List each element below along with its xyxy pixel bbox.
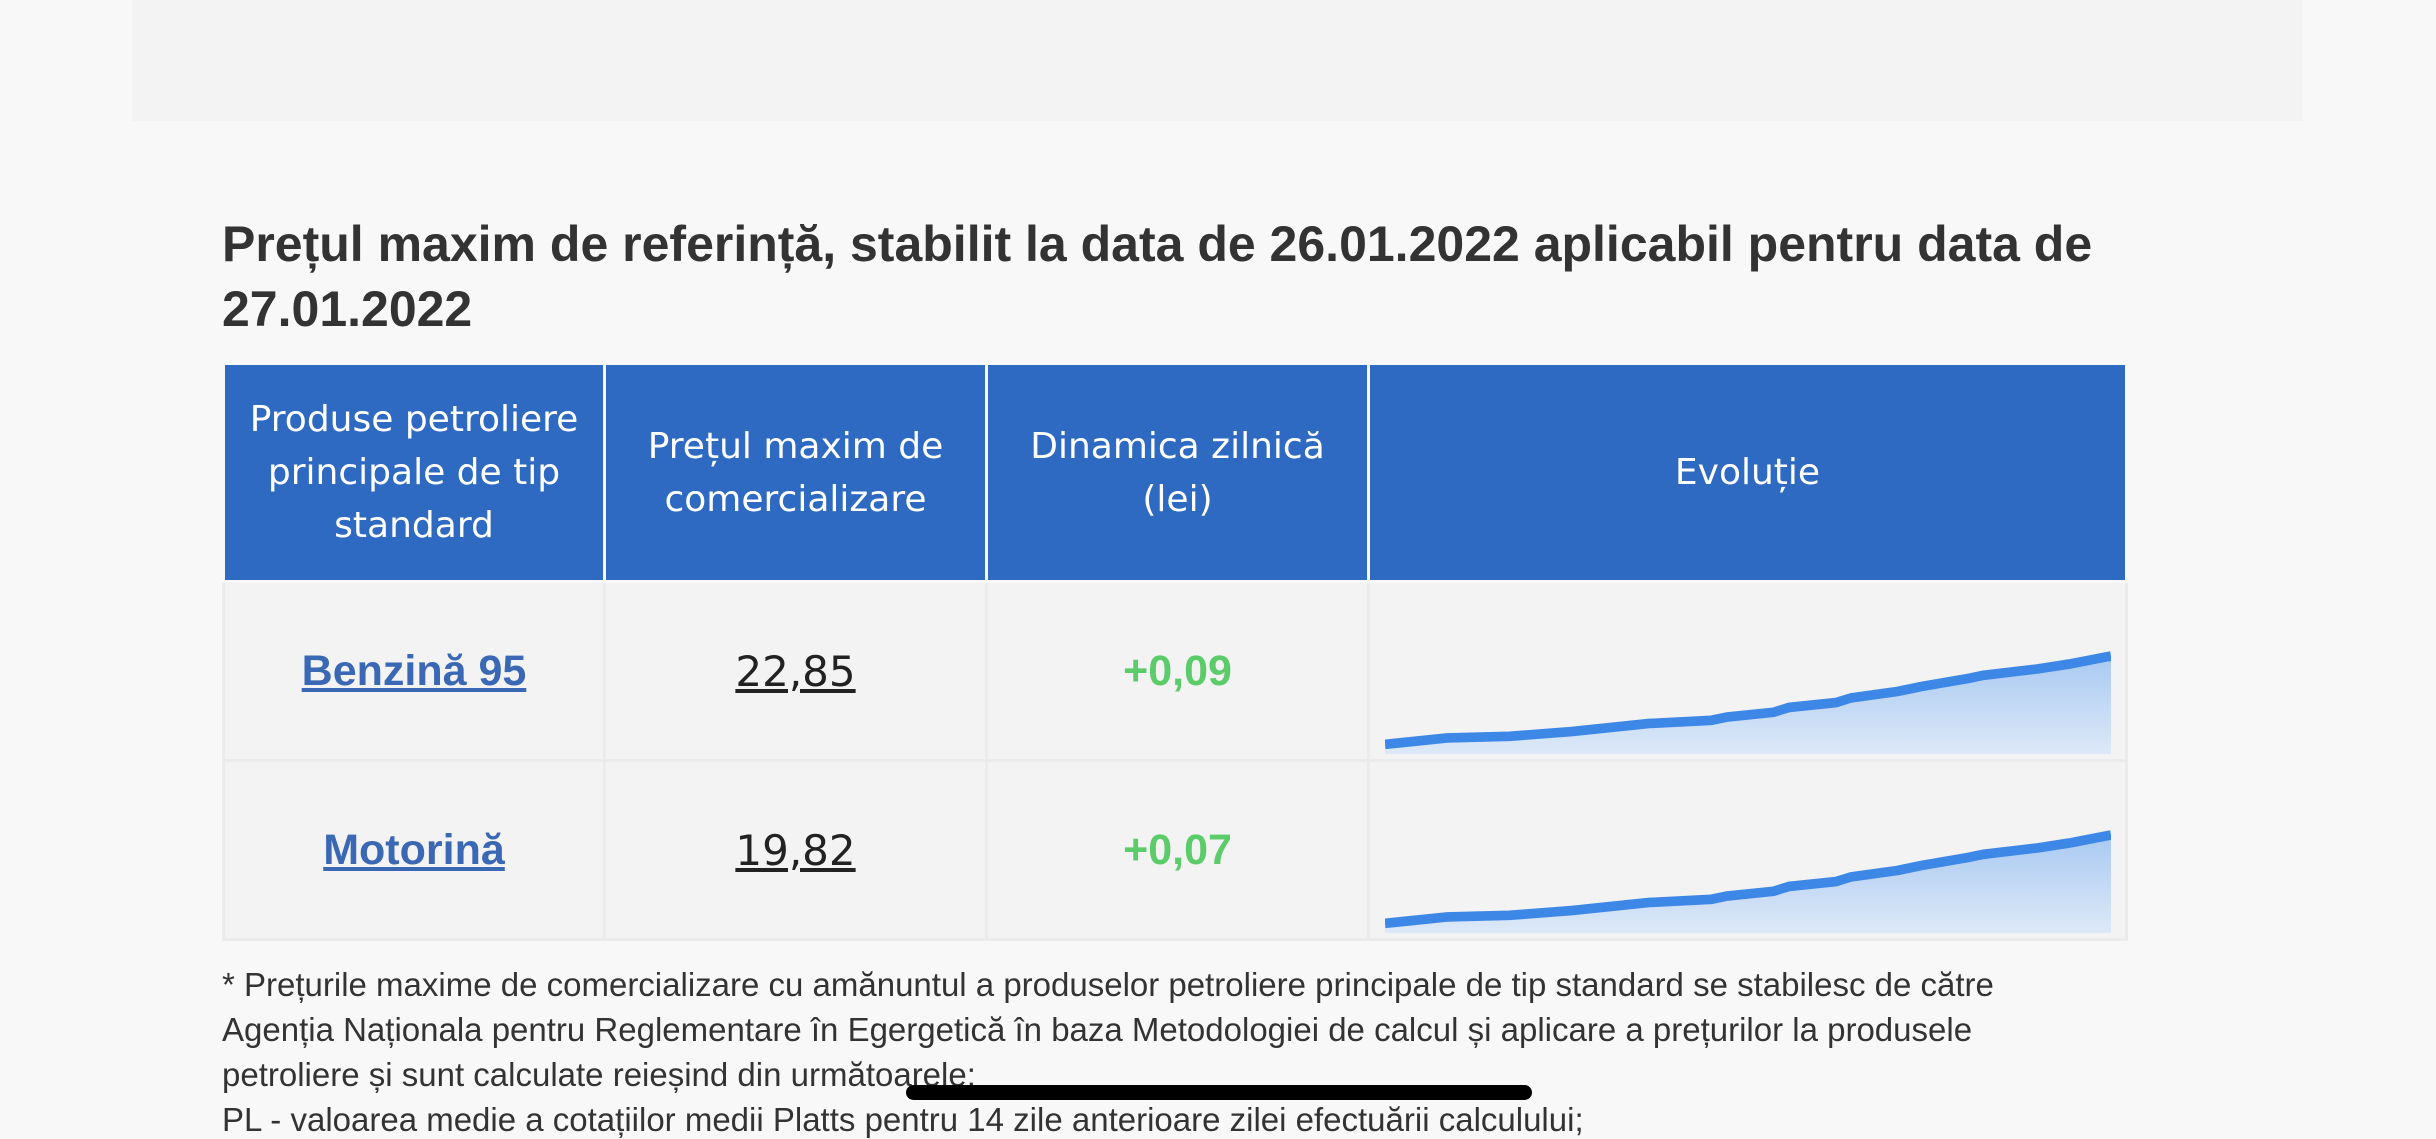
sparkline-area xyxy=(1384,656,2111,754)
cell xyxy=(1367,580,2128,762)
sparkline-area xyxy=(1384,835,2111,933)
cell: Motorină xyxy=(222,759,606,941)
price-link[interactable]: 22,85 xyxy=(735,646,856,696)
cell: 22,85 xyxy=(603,580,988,762)
daily-change: +0,09 xyxy=(1123,646,1232,695)
price-table: Produse petroliere principale de tip sta… xyxy=(222,362,2128,941)
cell: Benzină 95 xyxy=(222,580,606,762)
top-band xyxy=(132,0,2302,121)
column-header: Prețul maxim de comercializare xyxy=(603,362,988,583)
sparkline xyxy=(1384,651,2111,754)
column-header: Evoluție xyxy=(1367,362,2128,583)
cell: +0,07 xyxy=(985,759,1370,941)
cell: +0,09 xyxy=(985,580,1370,762)
column-header: Produse petroliere principale de tip sta… xyxy=(222,362,606,583)
home-indicator xyxy=(906,1085,1532,1100)
product-link[interactable]: Benzină 95 xyxy=(301,646,527,695)
daily-change: +0,07 xyxy=(1123,825,1232,874)
column-header: Dinamica zilnică (lei) xyxy=(985,362,1370,583)
cell xyxy=(1367,759,2128,941)
heading: Prețul maxim de referință, stabilit la d… xyxy=(222,216,2093,337)
sparkline-line xyxy=(1384,830,2111,929)
sparkline xyxy=(1384,830,2111,933)
price-link[interactable]: 19,82 xyxy=(735,825,856,875)
footnote-line: Agenția Naționala pentru Reglementare în… xyxy=(222,1011,1973,1048)
footnote-line: PL - valoarea medie a cotațiilor medii P… xyxy=(222,1101,1584,1138)
footnote-line: * Prețurile maxime de comercializare cu … xyxy=(222,966,1994,1003)
footnote-line: petroliere și sunt calculate reieșind di… xyxy=(222,1056,976,1093)
cell: 19,82 xyxy=(603,759,988,941)
sparkline-line xyxy=(1384,651,2111,750)
product-link[interactable]: Motorină xyxy=(323,825,505,874)
